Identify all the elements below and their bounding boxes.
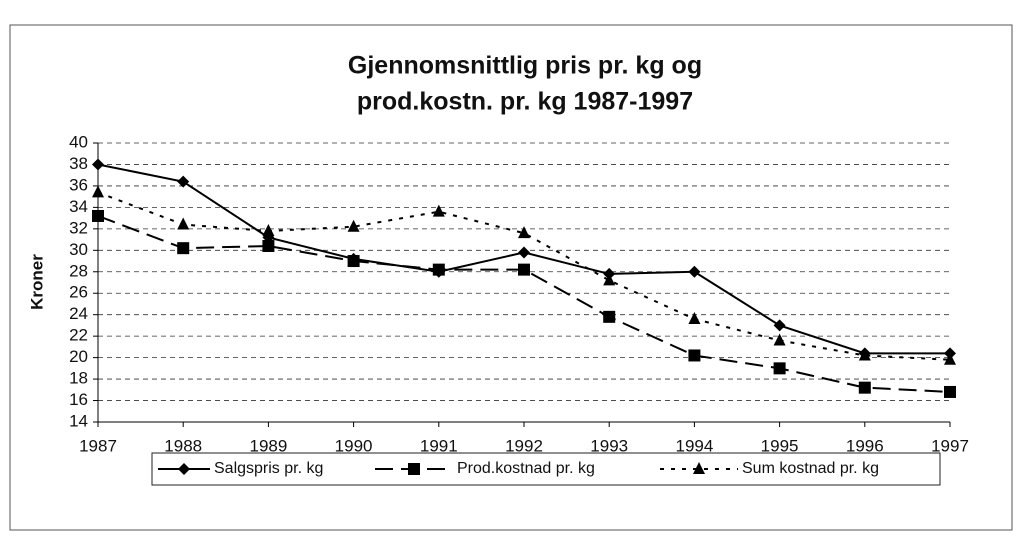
legend-label: Salgspris pr. kg [214,460,323,477]
x-tick-label: 1990 [335,436,373,455]
legend-marker [178,463,190,475]
data-point [177,242,190,255]
data-point [773,319,786,332]
series-line [97,215,951,393]
y-tick-label: 32 [69,218,88,237]
data-point [92,158,104,171]
x-tick-label: 1995 [761,436,799,455]
data-point [773,362,786,375]
data-point [92,185,104,198]
data-point [432,263,445,276]
legend-marker [408,463,420,475]
y-tick-label: 34 [69,197,88,216]
data-point [773,333,786,346]
data-point [518,246,530,259]
data-point [518,263,530,276]
data-point [177,217,190,230]
data-point [688,311,701,324]
x-tick-label: 1996 [846,436,884,455]
y-tick-label: 30 [69,240,88,259]
data-point [603,310,616,323]
x-tick-label: 1997 [931,436,969,455]
data-point [603,273,616,286]
chart-title: prod.kostn. pr. kg 1987-1997 [357,88,693,116]
data-point [688,349,701,362]
series-line [97,191,951,361]
y-tick-label: 18 [69,369,88,388]
y-tick-label: 40 [69,132,88,151]
y-tick-label: 16 [69,390,88,409]
y-tick-label: 26 [69,283,88,302]
data-point [858,348,871,361]
legend-label: Sum kostnad pr. kg [742,460,879,477]
y-tick-label: 28 [69,261,88,280]
data-point [518,226,530,239]
y-tick-label: 36 [69,175,88,194]
data-point [262,223,275,236]
data-point [347,255,360,268]
data-point [92,209,104,222]
x-tick-label: 1993 [590,436,628,455]
y-tick-label: 20 [69,347,88,366]
legend-box [151,452,941,486]
frame [9,24,1013,531]
x-tick-label: 1988 [164,436,202,455]
y-tick-label: 38 [69,154,88,173]
data-point [347,219,360,232]
data-point [944,352,956,365]
x-tick-label: 1992 [505,436,543,455]
data-point [944,385,956,398]
x-tick-label: 1991 [420,436,458,455]
data-point [177,175,190,188]
legend-marker [693,462,705,474]
chart-title: Gjennomsnittlig pris pr. kg og [348,52,702,80]
y-axis-label: Kroner [27,254,46,310]
y-tick-label: 14 [69,411,88,430]
legend-label: Prod.kostnad pr. kg [457,460,595,477]
data-point [858,381,871,394]
x-tick-label: 1987 [79,436,117,455]
y-tick-label: 24 [69,304,88,323]
x-tick-label: 1994 [675,436,713,455]
x-tick-label: 1989 [249,436,287,455]
data-point [262,240,275,253]
data-point [432,204,445,217]
data-point [688,265,701,278]
y-tick-label: 22 [69,326,88,345]
series-line [97,163,950,355]
